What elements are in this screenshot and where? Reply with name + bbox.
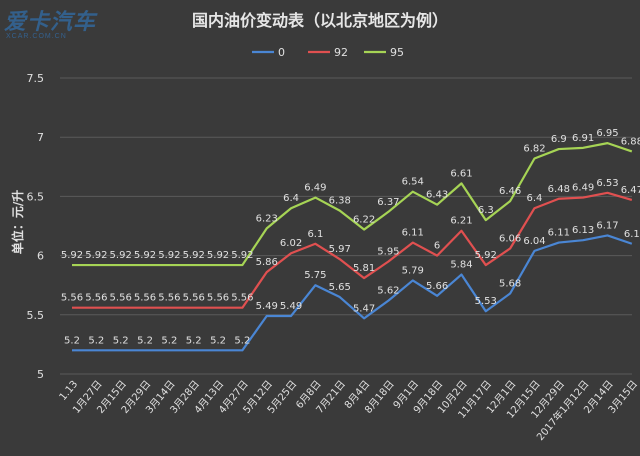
data-label-0: 6.1 bbox=[624, 229, 640, 240]
data-label-0: 5.2 bbox=[234, 335, 250, 346]
data-label-95: 6.49 bbox=[304, 183, 326, 194]
data-label-95: 5.92 bbox=[110, 250, 132, 261]
data-label-92: 5.56 bbox=[110, 293, 132, 304]
legend-label-92: 92 bbox=[334, 46, 348, 59]
data-label-95: 6.4 bbox=[283, 193, 299, 204]
y-tick-label: 6 bbox=[37, 250, 44, 263]
data-label-95: 6.54 bbox=[402, 177, 424, 188]
chart-title: 国内油价变动表（以北京地区为例） bbox=[192, 11, 448, 30]
data-label-92: 6.49 bbox=[572, 183, 594, 194]
data-label-0: 5.2 bbox=[161, 335, 177, 346]
data-label-95: 6.23 bbox=[256, 213, 278, 224]
data-label-0: 5.47 bbox=[353, 303, 375, 314]
legend: 0 92 95 bbox=[252, 46, 404, 59]
data-label-95: 6.3 bbox=[478, 205, 494, 216]
y-tick-labels: 5 5.5 6 6.5 7 7.5 bbox=[27, 72, 45, 381]
data-label-92: 6.47 bbox=[621, 185, 640, 196]
data-label-92: 5.56 bbox=[134, 293, 156, 304]
series-line-0 bbox=[72, 234, 633, 352]
data-label-0: 5.62 bbox=[377, 286, 399, 297]
data-labels: 5.2 5.2 5.2 5.2 5.2 5.2 5.2 5.2 5.49 5.49 5.755.65… bbox=[61, 128, 640, 346]
data-label-95: 5.92 bbox=[85, 250, 107, 261]
data-label-92: 5.56 bbox=[231, 293, 253, 304]
data-label-95: 5.92 bbox=[61, 250, 83, 261]
data-label-92: 6 bbox=[434, 241, 440, 252]
data-label-95: 6.61 bbox=[450, 168, 472, 179]
data-label-0: 5.2 bbox=[64, 335, 80, 346]
data-label-95: 5.92 bbox=[231, 250, 253, 261]
data-label-92: 5.97 bbox=[329, 244, 351, 255]
data-label-0: 5.2 bbox=[113, 335, 129, 346]
data-label-0: 5.49 bbox=[280, 301, 302, 312]
y-tick-label: 6.5 bbox=[27, 190, 45, 203]
data-label-92: 6.1 bbox=[307, 229, 323, 240]
data-label-0: 6.04 bbox=[523, 236, 545, 247]
data-label-95: 6.82 bbox=[523, 144, 545, 155]
data-label-95: 5.92 bbox=[207, 250, 229, 261]
data-label-95: 5.92 bbox=[134, 250, 156, 261]
data-label-95: 5.92 bbox=[158, 250, 180, 261]
data-label-95: 6.95 bbox=[596, 128, 618, 139]
data-label-95: 6.46 bbox=[499, 186, 521, 197]
y-tick-label: 5.5 bbox=[27, 309, 45, 322]
x-tick-labels: 1.131月27日2月15日2月29日3月14日3月28日4月13日4月27日5… bbox=[58, 378, 640, 443]
data-label-95: 6.91 bbox=[572, 133, 594, 144]
data-label-0: 5.65 bbox=[329, 282, 351, 293]
data-label-92: 5.56 bbox=[85, 293, 107, 304]
y-tick-label: 7 bbox=[37, 131, 44, 144]
data-label-92: 5.86 bbox=[256, 257, 278, 268]
data-label-0: 5.84 bbox=[450, 260, 472, 271]
data-label-92: 6.48 bbox=[548, 184, 570, 195]
data-label-95: 6.37 bbox=[377, 197, 399, 208]
data-label-0: 5.68 bbox=[499, 278, 521, 289]
data-label-0: 5.53 bbox=[475, 296, 497, 307]
data-label-92: 5.56 bbox=[207, 293, 229, 304]
y-tick-label: 7.5 bbox=[27, 72, 45, 85]
grid-layer bbox=[60, 77, 632, 375]
data-label-92: 6.02 bbox=[280, 238, 302, 249]
data-label-92: 6.06 bbox=[499, 233, 521, 244]
data-label-92: 5.56 bbox=[61, 293, 83, 304]
data-label-0: 5.66 bbox=[426, 281, 448, 292]
series-line-92 bbox=[72, 191, 633, 309]
data-label-95: 6.88 bbox=[621, 136, 640, 147]
data-label-0: 5.75 bbox=[304, 270, 326, 281]
watermark-logo: 爱卡汽车 bbox=[4, 9, 97, 34]
data-label-92: 6.11 bbox=[402, 228, 424, 239]
watermark-subtext: XCAR.COM.CN bbox=[6, 33, 67, 40]
data-label-92: 5.56 bbox=[183, 293, 205, 304]
data-label-92: 5.56 bbox=[158, 293, 180, 304]
data-label-0: 6.11 bbox=[548, 228, 570, 239]
x-tick-label: 1.13 bbox=[58, 379, 81, 403]
data-label-0: 6.13 bbox=[572, 225, 594, 236]
data-label-0: 5.2 bbox=[186, 335, 202, 346]
data-label-0: 5.2 bbox=[210, 335, 226, 346]
data-label-0: 5.2 bbox=[88, 335, 104, 346]
legend-label-95: 95 bbox=[390, 46, 404, 59]
data-label-95: 6.43 bbox=[426, 190, 448, 201]
data-label-95: 5.92 bbox=[183, 250, 205, 261]
y-axis-label: 单位：元/升 bbox=[10, 190, 25, 254]
data-label-92: 6.4 bbox=[527, 193, 543, 204]
data-label-0: 5.2 bbox=[137, 335, 153, 346]
series-layer bbox=[72, 142, 633, 352]
data-label-95: 6.9 bbox=[551, 134, 567, 145]
data-label-0: 5.79 bbox=[402, 265, 424, 276]
data-label-92: 5.81 bbox=[353, 263, 375, 274]
data-label-92: 6.53 bbox=[596, 178, 618, 189]
data-label-92: 5.92 bbox=[475, 250, 497, 261]
data-label-92: 6.21 bbox=[450, 216, 472, 227]
data-label-95: 6.38 bbox=[329, 196, 351, 207]
legend-label-0: 0 bbox=[278, 46, 285, 59]
data-label-92: 5.95 bbox=[377, 247, 399, 258]
series-line-95 bbox=[72, 142, 633, 267]
data-label-95: 6.22 bbox=[353, 215, 375, 226]
data-label-0: 6.17 bbox=[596, 220, 618, 231]
y-tick-label: 5 bbox=[37, 368, 44, 381]
data-label-0: 5.49 bbox=[256, 301, 278, 312]
